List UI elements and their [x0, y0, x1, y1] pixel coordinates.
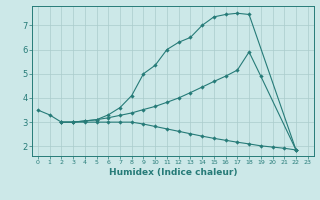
X-axis label: Humidex (Indice chaleur): Humidex (Indice chaleur) — [108, 168, 237, 177]
